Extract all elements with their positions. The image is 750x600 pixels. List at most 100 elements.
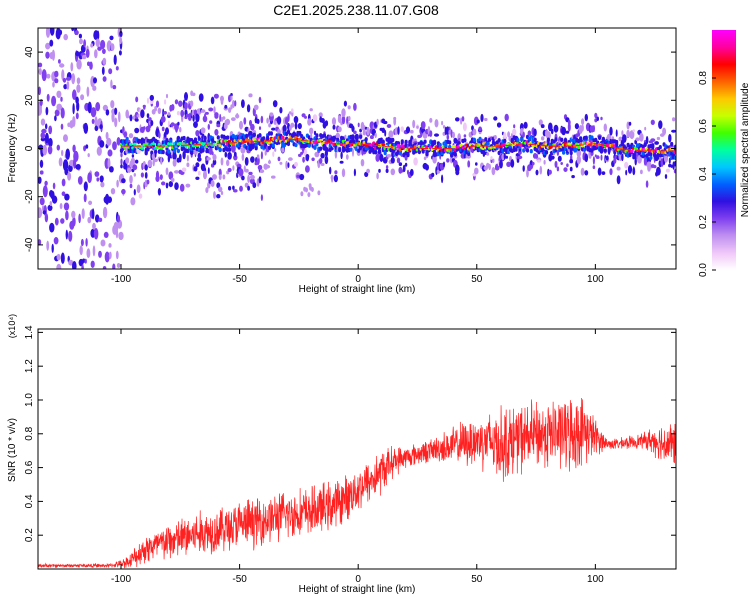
spectrogram-cell — [95, 214, 100, 223]
spectrogram-cell — [60, 252, 65, 264]
spectrogram-cell — [144, 151, 148, 156]
spectrogram-cell — [120, 158, 123, 166]
spectrogram-cell — [516, 138, 520, 143]
spectrogram-cell — [594, 137, 598, 143]
spectrogram-cell — [556, 166, 560, 172]
colorbar-tick-label: 0.0 — [698, 263, 709, 277]
spectrogram-cell — [75, 112, 79, 120]
spectrogram-cell — [161, 181, 166, 186]
spectrogram-cell — [165, 182, 169, 189]
spectrogram-cell — [222, 174, 226, 180]
spectrogram-cell — [222, 116, 226, 120]
spectrogram-ridge — [121, 138, 676, 152]
spectrogram-cell — [159, 174, 163, 181]
spectrogram-cell — [44, 213, 49, 223]
spectrogram-cell — [531, 161, 535, 166]
spectrogram-cell — [332, 124, 336, 130]
x-tick-label: 100 — [587, 574, 604, 585]
spectrogram-cell — [527, 130, 532, 136]
spectrogram-cell — [177, 121, 180, 126]
spectrogram-cell — [87, 216, 92, 224]
spectrogram-cell — [341, 108, 346, 117]
spectrogram-cell — [135, 159, 139, 164]
spectrogram-cell — [38, 68, 42, 75]
spectrogram-cell — [231, 100, 235, 108]
spectrogram-cell — [94, 125, 99, 132]
spectrogram-cell — [86, 248, 91, 259]
spectrogram-cell — [241, 153, 245, 161]
spectrogram-cell — [244, 157, 249, 166]
spectrogram-cell — [87, 153, 90, 158]
spectrogram-cell — [553, 124, 559, 133]
spectrogram-cell — [507, 131, 510, 138]
spectrogram-cell — [146, 179, 150, 185]
spectrogram-cell — [404, 162, 408, 167]
spectrogram-cell — [266, 117, 269, 124]
spectrogram-cell — [152, 153, 155, 161]
spectrogram-cell — [525, 148, 530, 153]
spectrogram-cell — [109, 35, 114, 41]
spectrogram-cell — [600, 154, 603, 161]
spectrogram-y-label: Frequency (Hz) — [7, 114, 18, 183]
spectrogram-cell — [47, 145, 53, 155]
spectrogram-cell — [93, 228, 99, 240]
spectrogram-cell — [352, 148, 354, 157]
spectrogram-cell — [71, 28, 75, 32]
spectrogram-cell — [45, 42, 51, 50]
spectrogram-cell — [400, 126, 404, 132]
spectrogram-cell — [228, 186, 232, 191]
spectrogram-cell — [65, 76, 71, 81]
spectrogram-cell — [574, 123, 580, 130]
spectrogram-cell — [522, 131, 525, 138]
spectrogram-cell — [144, 172, 148, 179]
spectrogram-cell — [112, 141, 117, 151]
spectrogram-cell — [320, 163, 325, 166]
spectrogram-cell — [38, 239, 42, 246]
spectrogram-cell — [134, 118, 139, 122]
spectrogram-cell — [245, 133, 249, 139]
spectrogram-cell — [38, 86, 41, 96]
spectrogram-cell — [60, 123, 64, 130]
spectrogram-cell — [300, 191, 304, 197]
spectrogram-cell — [234, 100, 237, 107]
spectrogram-cell — [210, 96, 215, 105]
spectrogram-cell — [96, 146, 102, 156]
spectrogram-cell — [402, 164, 406, 173]
spectrogram-cell — [143, 105, 146, 110]
spectrogram-cell — [644, 126, 647, 131]
spectrogram-cell — [639, 132, 644, 142]
spectrogram-cell — [281, 147, 285, 153]
spectrogram-cell — [337, 126, 342, 133]
spectrogram-cell — [474, 167, 479, 175]
spectrogram-cell — [632, 129, 635, 133]
spectrogram-cell — [499, 159, 503, 169]
spectrogram-cell — [121, 178, 126, 184]
spectrogram-cell — [567, 119, 571, 126]
spectrogram-cell — [673, 169, 676, 174]
spectrogram-cell — [51, 95, 57, 107]
spectrogram-cell — [446, 158, 450, 163]
spectrogram-cell — [252, 132, 256, 138]
spectrogram-cell — [643, 156, 647, 166]
spectrogram-cell — [490, 156, 493, 160]
spectrogram-cell — [334, 170, 338, 175]
spectrogram-cell — [90, 260, 95, 268]
spectrogram-cell — [207, 123, 210, 130]
snr-frame — [37, 328, 677, 570]
spectrogram-cell — [315, 133, 319, 138]
spectrogram-cell — [429, 117, 433, 123]
spectrogram-cell — [210, 180, 215, 187]
spectrogram-cell — [42, 185, 48, 198]
spectrogram-cell — [195, 176, 200, 180]
spectrogram-cell — [150, 150, 154, 155]
spectrogram-cell — [45, 123, 48, 130]
spectrogram-cell — [208, 107, 214, 112]
spectrogram-cell — [200, 127, 206, 134]
spectrogram-cell — [640, 169, 643, 175]
spectrogram-cell — [151, 142, 156, 146]
spectrogram-cell — [173, 148, 177, 153]
spectrogram-cell — [649, 155, 653, 160]
spectrogram-cell — [480, 113, 484, 123]
spectrogram-cell — [160, 156, 163, 165]
spectrogram-cell — [334, 150, 338, 159]
